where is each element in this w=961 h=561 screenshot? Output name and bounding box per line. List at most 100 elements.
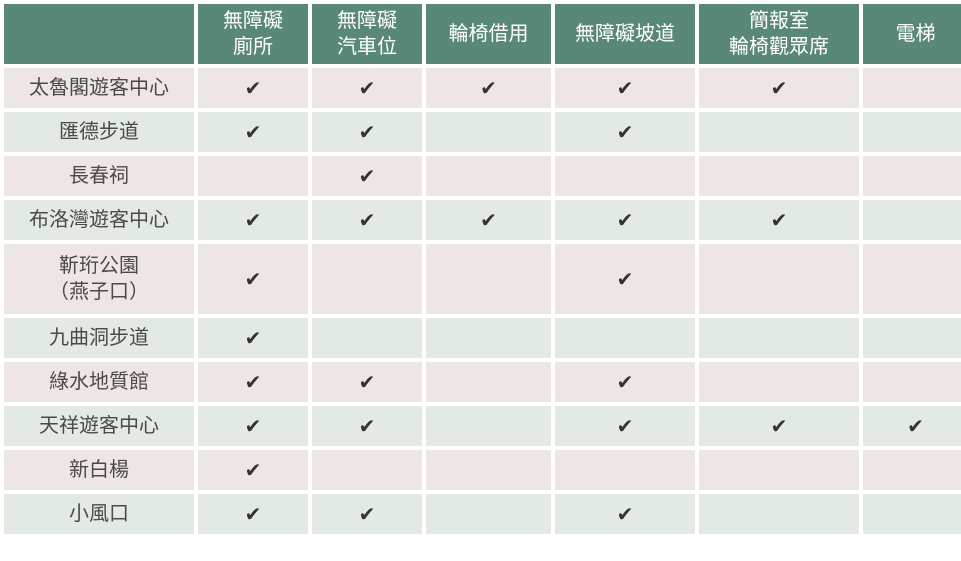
cell: ✔ [555,244,695,314]
row-label: 新白楊 [4,450,194,490]
cell: ✔ [555,68,695,108]
cell [426,112,551,152]
cell [198,156,308,196]
header-col-6: 電梯 [863,4,961,64]
row-label: 靳珩公園（燕子口） [4,244,194,314]
cell: ✔ [555,362,695,402]
cell: ✔ [198,112,308,152]
cell: ✔ [426,68,551,108]
cell: ✔ [312,156,422,196]
cell: ✔ [863,406,961,446]
cell [555,450,695,490]
table-row: 綠水地質館 ✔ ✔ ✔ [4,362,961,402]
header-col-3: 輪椅借用 [426,4,551,64]
cell: ✔ [198,362,308,402]
cell [699,362,859,402]
check-icon: ✔ [359,210,376,232]
cell: ✔ [312,494,422,534]
cell [426,318,551,358]
cell [699,494,859,534]
check-icon: ✔ [617,122,634,144]
cell [555,156,695,196]
row-label: 匯德步道 [4,112,194,152]
header-col-2: 無障礙汽車位 [312,4,422,64]
check-icon: ✔ [245,416,262,438]
row-label: 小風口 [4,494,194,534]
check-icon: ✔ [245,504,262,526]
check-icon: ✔ [617,416,634,438]
check-icon: ✔ [359,122,376,144]
cell [426,156,551,196]
accessibility-facilities-table: 無障礙廁所無障礙汽車位輪椅借用無障礙坡道簡報室輪椅觀眾席電梯 太魯閣遊客中心 ✔ ✔… [0,0,961,538]
cell: ✔ [555,200,695,240]
cell: ✔ [699,406,859,446]
cell: ✔ [198,450,308,490]
table-row: 天祥遊客中心 ✔ ✔ ✔ ✔ ✔ [4,406,961,446]
check-icon: ✔ [771,416,788,438]
check-icon: ✔ [617,210,634,232]
check-icon: ✔ [359,504,376,526]
cell [699,156,859,196]
cell: ✔ [426,200,551,240]
check-icon: ✔ [617,372,634,394]
cell [699,318,859,358]
table-row: 長春祠 ✔ [4,156,961,196]
cell [426,450,551,490]
cell: ✔ [198,406,308,446]
check-icon: ✔ [245,328,262,350]
cell [426,362,551,402]
cell [863,362,961,402]
row-label: 太魯閣遊客中心 [4,68,194,108]
table-row: 太魯閣遊客中心✔✔✔✔✔ [4,68,961,108]
check-icon: ✔ [245,210,262,232]
check-icon: ✔ [907,416,924,438]
cell [426,494,551,534]
cell [699,112,859,152]
cell: ✔ [312,362,422,402]
accessibility-facilities-table-container: 無障礙廁所無障礙汽車位輪椅借用無障礙坡道簡報室輪椅觀眾席電梯 太魯閣遊客中心 ✔ ✔… [0,0,961,538]
check-icon: ✔ [359,372,376,394]
table-row: 匯德步道 ✔ ✔ ✔ [4,112,961,152]
header-col-5: 簡報室輪椅觀眾席 [699,4,859,64]
table-row: 新白楊 ✔ [4,450,961,490]
cell: ✔ [198,494,308,534]
table-row: 靳珩公園（燕子口） ✔ ✔ [4,244,961,314]
check-icon: ✔ [359,166,376,188]
cell: ✔ [198,200,308,240]
check-icon: ✔ [480,78,497,100]
cell: ✔ [555,494,695,534]
row-label: 長春祠 [4,156,194,196]
check-icon: ✔ [359,78,376,100]
cell [555,318,695,358]
check-icon: ✔ [245,372,262,394]
cell [863,244,961,314]
row-label: 綠水地質館 [4,362,194,402]
cell [863,318,961,358]
check-icon: ✔ [771,210,788,232]
check-icon: ✔ [359,416,376,438]
row-label: 九曲洞步道 [4,318,194,358]
cell [863,68,961,108]
row-label: 布洛灣遊客中心 [4,200,194,240]
cell [699,244,859,314]
check-icon: ✔ [480,210,497,232]
table-row: 九曲洞步道 ✔ [4,318,961,358]
check-icon: ✔ [245,269,262,291]
cell: ✔ [198,318,308,358]
check-icon: ✔ [617,504,634,526]
check-icon: ✔ [245,78,262,100]
table-row: 布洛灣遊客中心 ✔ ✔ ✔ ✔ ✔ [4,200,961,240]
cell: ✔ [699,200,859,240]
row-label: 天祥遊客中心 [4,406,194,446]
cell: ✔ [555,406,695,446]
cell [312,450,422,490]
cell: ✔ [312,112,422,152]
cell [863,112,961,152]
cell: ✔ [699,68,859,108]
cell: ✔ [555,112,695,152]
check-icon: ✔ [245,460,262,482]
header-col-4: 無障礙坡道 [555,4,695,64]
header-col-1: 無障礙廁所 [198,4,308,64]
check-icon: ✔ [245,122,262,144]
table-header-row: 無障礙廁所無障礙汽車位輪椅借用無障礙坡道簡報室輪椅觀眾席電梯 [4,4,961,64]
